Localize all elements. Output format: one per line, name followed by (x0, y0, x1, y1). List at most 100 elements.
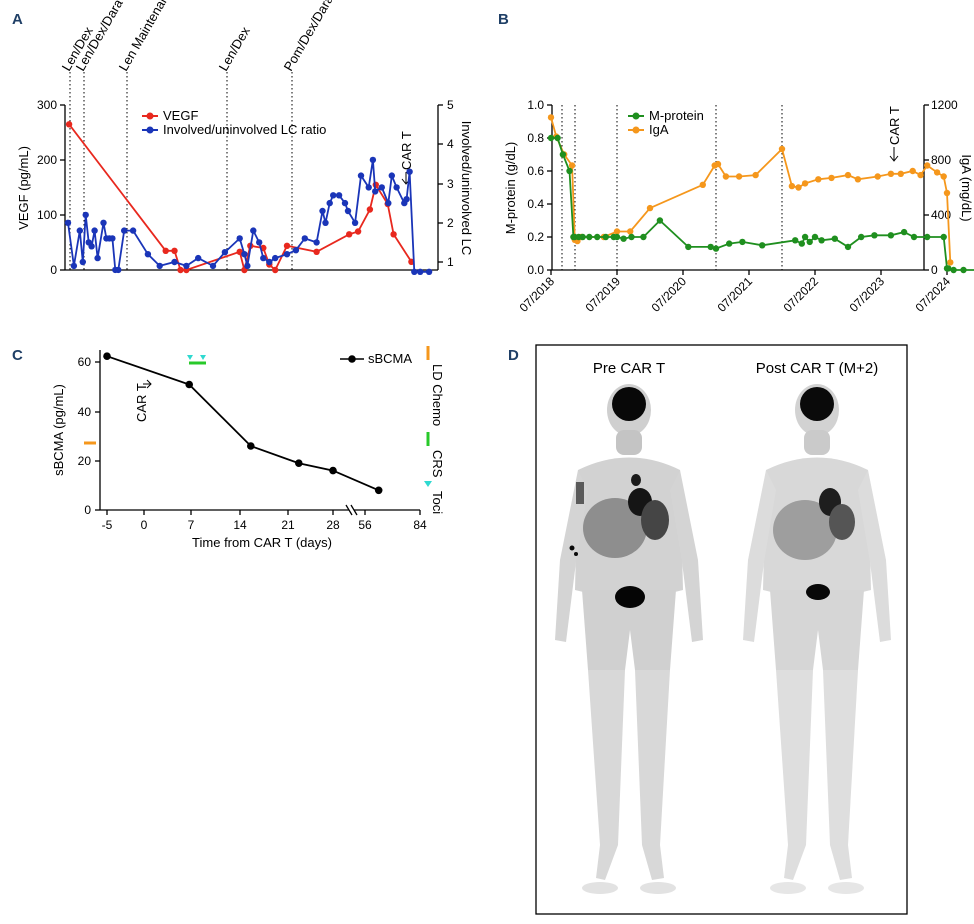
c-toci-marker (200, 355, 206, 360)
pet-body-pre (555, 384, 703, 894)
panel-b: 0.0 0.2 0.4 0.6 0.8 1.0 0 400 800 1200 M… (503, 98, 974, 315)
a-vegf-point (272, 266, 279, 274)
a-ylabel-right: Involved/uninvolved LC (459, 121, 474, 255)
a-treatment-label: Pom/Dex/Dara (281, 0, 337, 73)
b-mprotein-point (792, 237, 799, 244)
c-toci-swatch (424, 481, 432, 487)
b-mprotein-point (858, 233, 865, 241)
c-sbcma-point (247, 442, 255, 450)
b-mprotein-line (551, 137, 974, 271)
b-iga-point (924, 162, 931, 169)
b-mprotein-point (811, 233, 819, 241)
c-sbcma-point (185, 380, 193, 389)
a-lc-ratio-point (121, 227, 128, 234)
b-ytick: 0.0 (527, 263, 544, 277)
a-lc-ratio-point (341, 199, 349, 207)
a-lc-ratio-point (144, 251, 152, 258)
a-lc-ratio-point (369, 156, 377, 164)
b-iga-point (752, 171, 759, 179)
a-rtick-1: 1 (447, 255, 454, 269)
panel-c-letter: C (12, 347, 23, 364)
a-lc-ratio-point (425, 268, 433, 275)
a-lc-ratio-point (70, 262, 78, 270)
b-mprotein-point (887, 232, 895, 239)
b-mprotein-point (628, 233, 635, 241)
b-ytick: 0.6 (527, 164, 544, 178)
c-event-crs: CRS (430, 450, 445, 478)
b-iga-point (735, 173, 743, 180)
b-iga-point (547, 114, 555, 121)
c-sbcma-point (103, 352, 111, 361)
b-mprotein-point (613, 233, 621, 241)
a-lc-ratio-point (64, 219, 72, 226)
a-vegf-point (177, 266, 184, 274)
b-iga-point (699, 181, 706, 188)
b-legend-iga: IgA (649, 122, 669, 137)
a-lc-ratio-point (221, 249, 229, 256)
a-vegf-line (68, 123, 413, 272)
a-lc-ratio-point (156, 262, 163, 270)
b-iga-point (788, 182, 796, 190)
a-lc-ratio-point (241, 251, 248, 258)
panel-c-x-ticks: -5 0 7 14 21 28 56 84 (102, 510, 427, 532)
a-lc-ratio-point (256, 239, 263, 246)
c-sbcma-line (106, 355, 380, 492)
b-iga-point (613, 228, 621, 235)
b-iga-point (940, 173, 947, 180)
a-lc-ratio-point (283, 251, 291, 258)
b-iga-point (947, 259, 954, 266)
b-iga-point (887, 170, 895, 177)
a-lc-ratio-point (244, 262, 251, 270)
b-iga-point (897, 170, 904, 177)
a-lc-ratio-point (393, 184, 400, 191)
c-sbcma-point (329, 466, 337, 475)
a-vegf-point (171, 247, 178, 254)
a-lc-ratio-point (292, 247, 300, 254)
c-series-layer (103, 352, 383, 495)
b-iga-point (815, 176, 822, 183)
c-legend-sbcma: sBCMA (368, 351, 412, 366)
b-iga-point (778, 145, 786, 153)
b-legend-mprotein: M-protein (649, 108, 704, 123)
a-lc-ratio-point (272, 254, 279, 262)
a-lc-ratio-point (88, 243, 95, 250)
c-xlabel: Time from CAR T (days) (192, 535, 332, 550)
c-xtick: 0 (141, 518, 148, 532)
a-lc-ratio-point (351, 219, 359, 226)
b-mprotein-point (656, 217, 664, 224)
a-lc-ratio-point (250, 227, 257, 234)
b-iga-point (795, 184, 802, 191)
c-car-t-arrow (143, 379, 152, 389)
a-lc-ratio-point (183, 262, 190, 270)
c-event-legend: LD Chemo CRS Toci (424, 346, 445, 514)
panel-b-right-ticks: 0 400 800 1200 (924, 98, 958, 277)
b-ytick: 0.2 (527, 230, 544, 244)
b-mprotein-point (726, 240, 733, 247)
a-lc-ratio-point (301, 235, 308, 242)
panel-a: 0 100 200 300 1 2 3 4 5 VEGF (pg/mL) Inv… (16, 0, 474, 277)
b-mprotein-point (712, 245, 720, 252)
a-vegf-point (162, 247, 169, 254)
b-mprotein-point (685, 243, 692, 251)
b-mprotein-point (924, 233, 931, 241)
b-iga-point (801, 180, 809, 187)
b-xtick-label: 07/2020 (649, 274, 690, 315)
b-mprotein-point (945, 265, 952, 272)
a-ytick-0: 0 (50, 263, 57, 277)
b-ytick: 0.8 (527, 131, 544, 145)
a-lc-ratio-point (313, 239, 320, 246)
a-lc-ratio-line (67, 159, 430, 273)
a-ytick-100: 100 (37, 208, 57, 222)
a-lc-ratio-point (82, 211, 89, 219)
b-mprotein-point (640, 233, 647, 241)
a-lc-ratio-point (357, 172, 365, 179)
c-ytick: 0 (84, 503, 91, 517)
b-iga-point (627, 228, 634, 235)
b-xtick-label: 07/2019 (583, 274, 624, 315)
b-iga-point (714, 160, 722, 168)
a-lc-ratio-point (365, 184, 372, 191)
a-lc-ratio-point (100, 219, 107, 226)
a-lc-ratio-point (236, 235, 243, 242)
panel-a-left-ticks: 0 100 200 300 (37, 98, 65, 277)
